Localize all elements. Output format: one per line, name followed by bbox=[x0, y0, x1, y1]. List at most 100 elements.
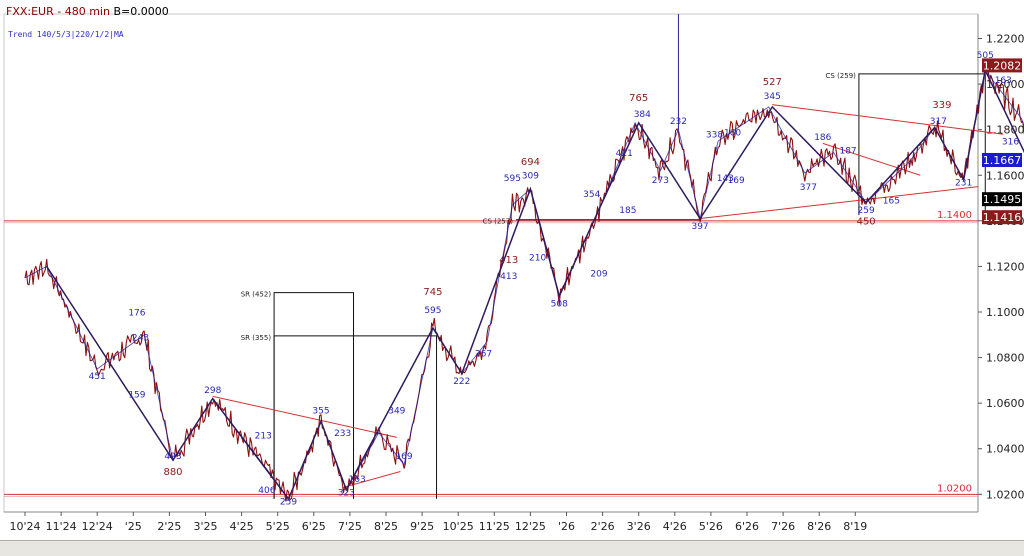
wave-count-label: 267 bbox=[475, 349, 492, 359]
wave-count-label: 413 bbox=[500, 272, 517, 282]
wave-count-label: 377 bbox=[800, 183, 817, 193]
wave-count-label: 595 bbox=[504, 174, 521, 184]
price-marker bbox=[982, 192, 1022, 207]
wave-count-label: 143 bbox=[717, 174, 734, 184]
wave-count-label: 259 bbox=[858, 206, 875, 216]
wave-count-label: 169 bbox=[395, 452, 412, 462]
sr-box bbox=[273, 335, 438, 499]
wave-count-label: 186 bbox=[814, 133, 831, 143]
wave-count-label: 493 bbox=[164, 452, 181, 462]
x-tick-label: 10'25 bbox=[443, 520, 474, 533]
wave-count-label: 243 bbox=[132, 333, 149, 343]
x-tick-label: 8'19 bbox=[843, 520, 867, 533]
wave-count-label: 209 bbox=[590, 270, 607, 280]
price-marker-label: 1.1667 bbox=[983, 154, 1022, 167]
degree-label: 339 bbox=[932, 100, 951, 111]
x-tick-label: 6'26 bbox=[735, 520, 759, 533]
wave-count-label: 210 bbox=[529, 254, 546, 264]
wave-count-label: 185 bbox=[619, 206, 636, 216]
wave-count-label: 222 bbox=[453, 377, 470, 387]
x-tick-label: 11'24 bbox=[46, 520, 77, 533]
wave-count-label: 298 bbox=[204, 386, 221, 396]
wave-count-label: 309 bbox=[522, 172, 539, 182]
price-marker bbox=[982, 210, 1022, 225]
sr-box-label: SR (452) bbox=[241, 291, 272, 299]
x-tick-label: 7'26 bbox=[771, 520, 795, 533]
price-marker bbox=[982, 152, 1022, 167]
x-tick-label: 10'24 bbox=[9, 520, 40, 533]
price-line bbox=[24, 64, 1024, 502]
wave-count-label: 355 bbox=[312, 406, 329, 416]
degree-label: 413 bbox=[499, 255, 518, 266]
x-tick-label: 6'25 bbox=[302, 520, 326, 533]
x-tick-label: 3'25 bbox=[193, 520, 217, 533]
wave-count-label: 397 bbox=[691, 222, 708, 232]
x-tick-label: 9'25 bbox=[410, 520, 434, 533]
wave-count-label: 349 bbox=[388, 406, 405, 416]
degree-label: 765 bbox=[629, 93, 648, 104]
wave-count-label: 451 bbox=[89, 372, 106, 382]
x-tick-label: 12'24 bbox=[82, 520, 113, 533]
wave-count-label: 233 bbox=[334, 429, 351, 439]
x-tick-label: 7'25 bbox=[338, 520, 362, 533]
y-tick-label: 1.0800 bbox=[986, 352, 1024, 365]
x-tick-label: 3'26 bbox=[627, 520, 651, 533]
x-tick-label: '25 bbox=[125, 520, 142, 533]
horizontal-scrollbar[interactable] bbox=[0, 540, 1024, 556]
y-tick-label: 1.0400 bbox=[986, 443, 1024, 456]
wave-count-label: 169 bbox=[728, 176, 745, 186]
wave-count-label: 259 bbox=[280, 498, 297, 508]
x-tick-label: 5'25 bbox=[266, 520, 290, 533]
y-tick-label: 1.1600 bbox=[986, 169, 1024, 182]
wave-line bbox=[24, 69, 1024, 500]
b-value: B=0.0000 bbox=[113, 5, 169, 18]
x-tick-label: 11'25 bbox=[479, 520, 510, 533]
wave-count-label: 163 bbox=[349, 475, 366, 485]
price-marker bbox=[982, 58, 1022, 73]
trend-settings: Trend 140/5/3|220/1/2|MA bbox=[8, 30, 124, 39]
x-tick-label: 2'26 bbox=[591, 520, 615, 533]
trend-line bbox=[772, 104, 1004, 135]
x-tick-label: 2'25 bbox=[157, 520, 181, 533]
sr-box-label: SR (355) bbox=[241, 334, 272, 342]
wave-count-label: 273 bbox=[652, 176, 669, 186]
support-level-label: 1.1400 bbox=[937, 210, 972, 221]
price-marker-label: 1.1495 bbox=[983, 193, 1022, 206]
wave-count-label: 345 bbox=[764, 92, 781, 102]
zigzag-line bbox=[46, 68, 1024, 501]
wave-count-label: 187 bbox=[839, 147, 856, 157]
wave-count-label: 505 bbox=[977, 51, 994, 61]
wave-count-label: 160 bbox=[724, 128, 741, 138]
sr-box-label: CS (257) bbox=[483, 218, 514, 226]
support-level-label: 1.0200 bbox=[937, 483, 972, 494]
price-marker-label: 1.2082 bbox=[983, 59, 1022, 72]
wave-count-label: 316 bbox=[1002, 137, 1019, 147]
x-tick-label: '26 bbox=[558, 520, 575, 533]
trend-line bbox=[822, 142, 921, 176]
wave-count-label: 384 bbox=[634, 110, 651, 120]
degree-label: 527 bbox=[763, 77, 782, 88]
wave-count-label: 317 bbox=[930, 117, 947, 127]
plot-frame bbox=[3, 13, 979, 513]
wave-count-label: 176 bbox=[128, 308, 145, 318]
wave-count-label: 354 bbox=[583, 190, 600, 200]
trend-line bbox=[700, 186, 979, 220]
wave-count-label: 232 bbox=[670, 117, 687, 127]
degree-label: 745 bbox=[423, 287, 442, 298]
sr-box bbox=[858, 73, 986, 216]
degree-label: 694 bbox=[521, 157, 540, 168]
wave-count-label: 159 bbox=[128, 390, 145, 400]
wave-count-label: 165 bbox=[883, 197, 900, 207]
x-tick-label: 8'25 bbox=[374, 520, 398, 533]
chart-header: FXX:EUR - 480 min B=0.0000 bbox=[6, 5, 169, 18]
x-tick-label: 4'25 bbox=[230, 520, 254, 533]
wave-count-label: 163 bbox=[995, 76, 1012, 86]
wave-count-label: 421 bbox=[616, 149, 633, 159]
price-marker-label: 1.1416 bbox=[983, 211, 1022, 224]
wave-count-label: 231 bbox=[955, 179, 972, 189]
wave-count-label: 595 bbox=[424, 306, 441, 316]
x-tick-label: 12'25 bbox=[515, 520, 546, 533]
symbol-label: FXX:EUR - 480 min bbox=[6, 5, 110, 18]
wave-count-label: 323 bbox=[338, 488, 355, 498]
